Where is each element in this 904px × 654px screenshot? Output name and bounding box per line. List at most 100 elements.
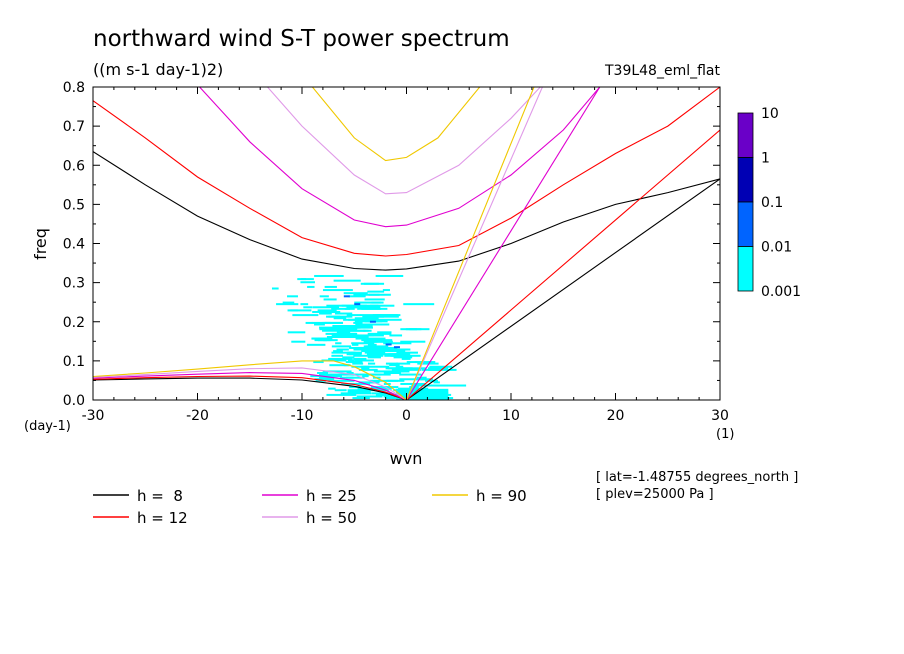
power-patch — [322, 329, 349, 332]
colorbar-swatch — [737, 112, 754, 158]
series-line-rossby — [93, 375, 407, 400]
power-patch — [352, 397, 370, 400]
series-line-rossby — [93, 377, 407, 400]
power-patch — [372, 386, 390, 389]
power-patch — [354, 304, 379, 307]
colorbar-swatch — [737, 246, 754, 292]
power-patch — [342, 356, 355, 359]
x-tick-label: 30 — [711, 408, 729, 424]
power-patch — [331, 345, 352, 348]
power-patch — [338, 326, 348, 329]
power-patch — [328, 357, 353, 360]
power-patch — [331, 332, 357, 335]
power-patch — [362, 390, 371, 393]
x-tick-label: -30 — [82, 408, 105, 424]
power-patch — [351, 373, 382, 376]
x-tick-label: 20 — [607, 408, 625, 424]
power-patch — [386, 379, 405, 382]
power-patch — [307, 285, 315, 288]
power-patch — [414, 361, 436, 364]
power-patch — [425, 379, 438, 382]
power-patch — [367, 343, 377, 346]
power-patch — [375, 274, 404, 277]
power-patch — [396, 388, 449, 391]
power-patch — [417, 362, 439, 365]
power-patch — [346, 372, 354, 375]
y-tick-label: 0.1 — [63, 354, 85, 370]
power-patch — [351, 365, 370, 368]
power-patch — [358, 368, 378, 371]
power-patch — [271, 287, 279, 290]
power-patch — [343, 292, 368, 295]
power-patch — [319, 312, 332, 315]
power-patch — [331, 334, 357, 337]
power-patch — [347, 351, 362, 354]
power-patch — [317, 337, 333, 340]
power-patch — [403, 303, 435, 306]
power-patch — [390, 354, 421, 357]
power-patch — [400, 328, 418, 331]
power-patch — [352, 306, 381, 309]
power-patch — [352, 362, 364, 365]
power-patch — [334, 312, 353, 315]
power-patch — [331, 351, 356, 354]
power-patch — [387, 367, 404, 370]
power-patch — [287, 331, 306, 334]
power-patch — [344, 307, 355, 310]
power-patch — [282, 301, 295, 304]
power-patch — [384, 354, 401, 357]
power-patch — [396, 395, 449, 398]
power-patch — [383, 372, 402, 375]
power-patch — [354, 357, 367, 360]
y-tick-label: 0.5 — [63, 197, 85, 213]
power-patch — [400, 340, 426, 343]
power-patch — [355, 346, 366, 349]
power-patch — [396, 396, 449, 399]
power-patch — [351, 326, 373, 329]
power-patch — [436, 384, 467, 387]
power-patch — [362, 315, 374, 318]
series-line-ig — [267, 87, 541, 195]
colorbar-label: 0.01 — [761, 240, 792, 256]
series-line-ig — [93, 87, 720, 257]
power-patch — [332, 325, 357, 328]
power-patch — [399, 378, 423, 381]
power-patch — [291, 340, 306, 343]
legend-label: h = 12 — [137, 509, 188, 527]
power-patch — [361, 339, 372, 342]
power-patch — [368, 293, 391, 296]
power-patch — [363, 282, 379, 285]
power-patch — [290, 309, 312, 312]
series-line-rossby — [93, 360, 407, 400]
series-line-ig — [199, 87, 601, 228]
power-patch — [314, 274, 344, 277]
series-line-kelvin — [406, 178, 720, 400]
power-patch-strong — [354, 303, 361, 306]
x-tick-label: 0 — [402, 408, 411, 424]
power-patch — [380, 350, 406, 353]
power-patch — [313, 361, 324, 364]
spectral-power-shading — [271, 274, 467, 400]
y-tick-label: 0.0 — [63, 393, 85, 409]
power-patch — [347, 359, 355, 362]
power-patch — [379, 353, 404, 356]
power-patch — [355, 337, 386, 340]
power-patch — [317, 309, 337, 312]
power-patch — [394, 368, 421, 371]
power-patch — [354, 317, 369, 320]
power-patch — [331, 307, 350, 310]
power-patch — [317, 372, 328, 375]
chart-title: northward wind S-T power spectrum — [93, 26, 510, 52]
power-patch — [376, 389, 389, 392]
power-patch — [345, 361, 363, 364]
x-unit-label: (1) — [716, 427, 734, 442]
power-patch — [361, 307, 381, 310]
power-patch — [362, 375, 369, 378]
power-patch — [336, 331, 351, 334]
power-patch — [353, 293, 380, 296]
power-patch — [375, 346, 398, 349]
power-patch — [311, 321, 331, 324]
colorbar-swatch — [737, 157, 754, 203]
power-patch — [325, 332, 344, 335]
power-patch — [400, 367, 426, 370]
